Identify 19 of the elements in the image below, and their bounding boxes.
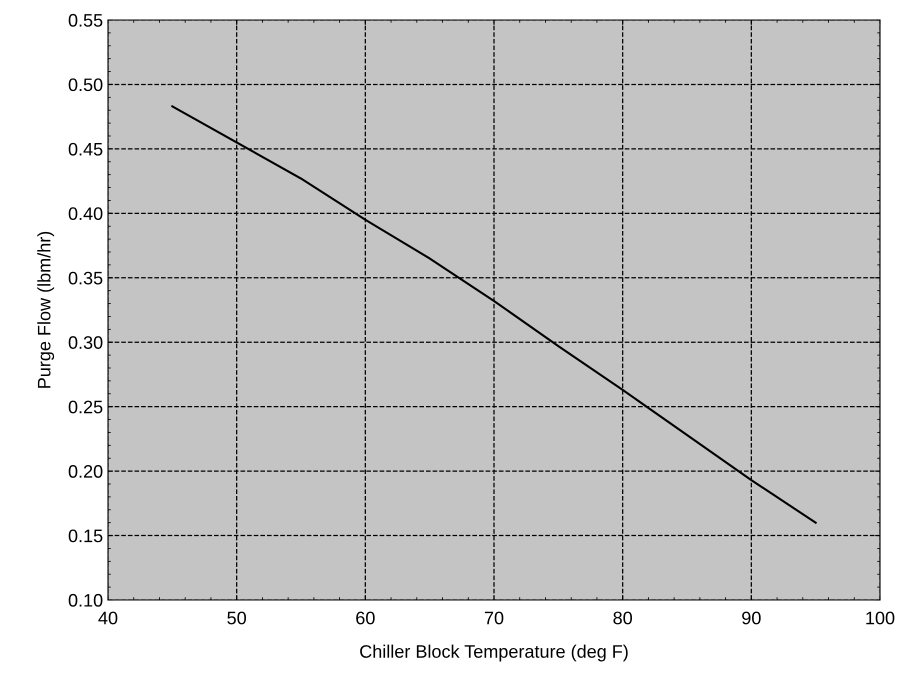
y-tick-label: 0.10 — [68, 594, 102, 607]
y-axis-title: Purge Flow (lbm/hr) — [37, 232, 54, 388]
y-tick-label: 0.55 — [68, 14, 102, 27]
y-tick-label: 0.30 — [68, 336, 102, 349]
y-tick-label: 0.25 — [68, 400, 102, 414]
x-tick-label: 80 — [613, 612, 632, 624]
x-tick-label: 70 — [484, 612, 504, 624]
x-tick-label: 90 — [742, 612, 761, 624]
x-tick-label: 40 — [98, 612, 118, 624]
y-tick-label: 0.20 — [68, 465, 102, 478]
y-tick-label: 0.45 — [68, 142, 102, 156]
x-tick-label: 50 — [227, 612, 246, 624]
y-tick-label: 0.35 — [68, 272, 102, 284]
x-axis-title: Chiller Block Temperature (deg F) — [360, 644, 628, 662]
y-tick-label: 0.40 — [68, 207, 102, 220]
x-tick-label: 100 — [866, 612, 894, 624]
y-tick-label: 0.50 — [68, 78, 102, 92]
y-tick-label: 0.15 — [68, 529, 102, 542]
x-tick-label: 60 — [356, 612, 375, 624]
